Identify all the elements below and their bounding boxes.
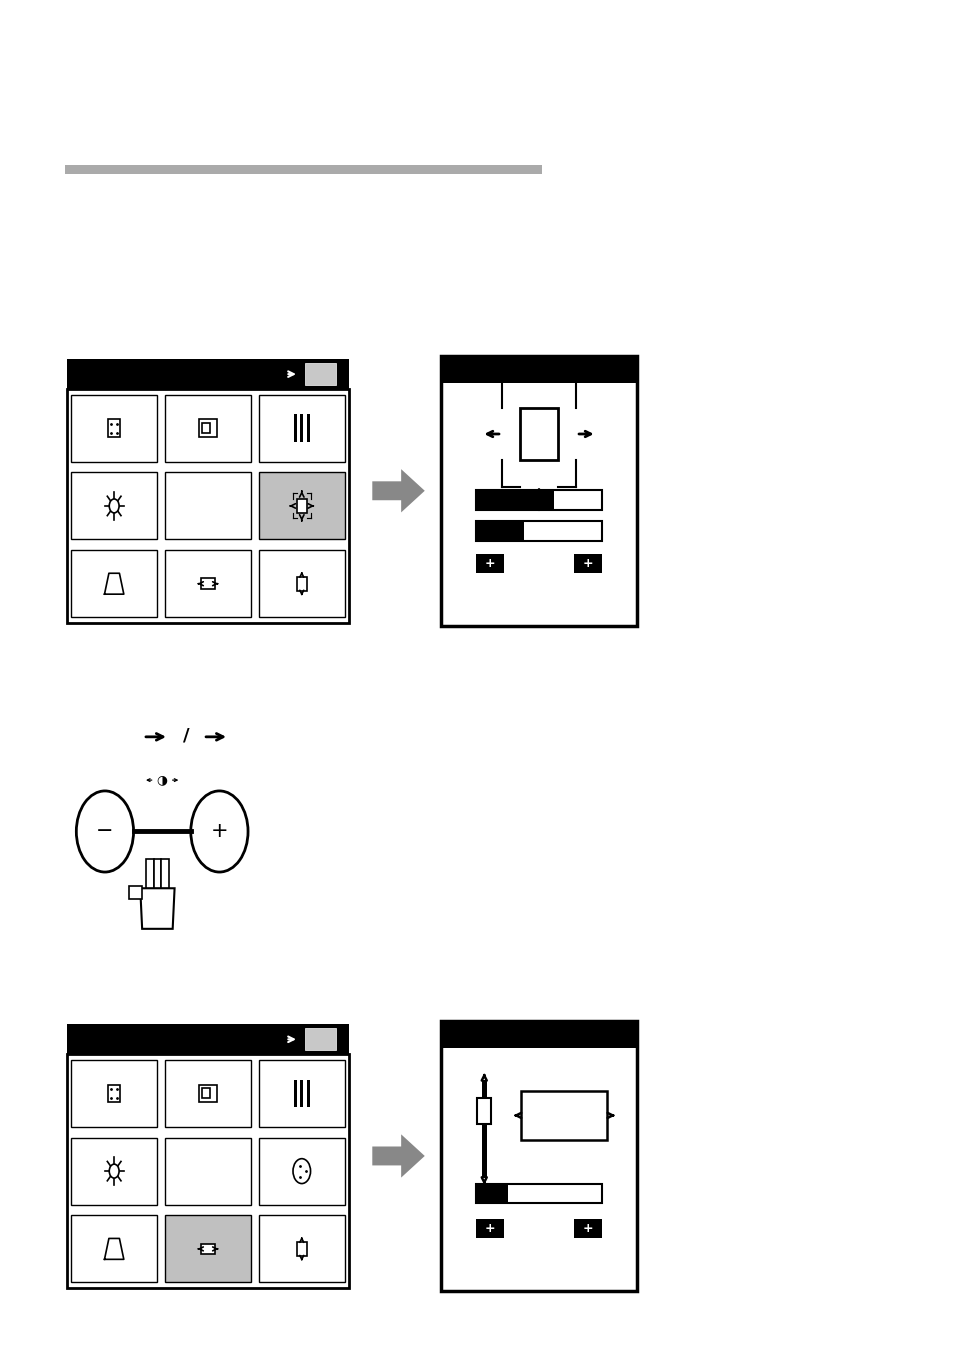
Bar xyxy=(165,1137,251,1205)
Text: +: + xyxy=(211,822,228,841)
Bar xyxy=(476,522,523,541)
Circle shape xyxy=(110,499,119,512)
Polygon shape xyxy=(140,888,174,929)
Bar xyxy=(165,1215,251,1282)
Bar xyxy=(476,1098,491,1124)
Bar xyxy=(202,423,210,433)
Bar xyxy=(481,1080,486,1178)
Bar xyxy=(476,1220,503,1238)
Bar xyxy=(201,579,214,589)
Bar xyxy=(296,577,306,591)
Text: +: + xyxy=(582,1222,593,1236)
Bar xyxy=(153,859,161,888)
Bar xyxy=(294,415,296,442)
Bar xyxy=(258,1215,345,1282)
Bar xyxy=(165,472,251,539)
Circle shape xyxy=(110,1164,119,1178)
Text: ◑: ◑ xyxy=(156,773,168,787)
Bar xyxy=(71,472,157,539)
Bar xyxy=(476,491,554,510)
Bar xyxy=(165,1060,251,1126)
Bar xyxy=(146,859,153,888)
Bar xyxy=(161,859,169,888)
Text: +: + xyxy=(484,1222,495,1236)
Text: +: + xyxy=(484,557,495,571)
Bar xyxy=(258,1137,345,1205)
Bar xyxy=(296,499,306,512)
Bar xyxy=(476,522,601,541)
Bar xyxy=(165,550,251,617)
Bar xyxy=(108,1084,120,1102)
Bar xyxy=(67,360,349,389)
Bar xyxy=(521,1091,607,1140)
Bar xyxy=(108,419,120,437)
Bar xyxy=(300,415,303,442)
Polygon shape xyxy=(372,1134,424,1178)
Bar xyxy=(300,1080,303,1107)
Bar xyxy=(440,1021,636,1291)
Bar xyxy=(165,395,251,461)
Bar xyxy=(294,1080,296,1107)
Bar xyxy=(71,1215,157,1282)
Bar xyxy=(201,1244,214,1255)
Circle shape xyxy=(191,791,248,872)
Bar xyxy=(440,356,636,383)
Bar xyxy=(307,1080,310,1107)
Bar xyxy=(476,1184,507,1203)
Bar xyxy=(476,1184,601,1203)
Bar xyxy=(71,1137,157,1205)
Bar xyxy=(307,415,310,442)
Bar xyxy=(71,550,157,617)
Bar xyxy=(476,554,503,573)
Bar xyxy=(304,1029,335,1051)
Bar xyxy=(258,1060,345,1126)
Bar xyxy=(304,364,335,385)
Bar xyxy=(574,1220,601,1238)
Bar xyxy=(440,356,636,626)
Bar xyxy=(258,395,345,461)
Bar xyxy=(67,389,349,622)
Text: /: / xyxy=(183,726,189,745)
Bar xyxy=(574,554,601,573)
Bar xyxy=(520,408,557,460)
Text: −: − xyxy=(96,822,113,841)
Bar xyxy=(129,886,142,899)
Bar xyxy=(199,1084,216,1102)
Bar xyxy=(71,395,157,461)
Bar xyxy=(296,1242,306,1256)
Bar xyxy=(202,1088,210,1098)
Bar xyxy=(258,550,345,617)
Bar xyxy=(440,1021,636,1048)
Bar xyxy=(67,1025,349,1055)
Circle shape xyxy=(76,791,133,872)
Bar xyxy=(476,491,601,510)
Bar xyxy=(71,1060,157,1126)
Text: +: + xyxy=(582,557,593,571)
Circle shape xyxy=(293,1159,311,1183)
Polygon shape xyxy=(372,469,424,512)
Bar xyxy=(199,419,216,437)
Bar xyxy=(65,165,541,174)
Bar xyxy=(258,472,345,539)
Bar xyxy=(67,1055,349,1287)
